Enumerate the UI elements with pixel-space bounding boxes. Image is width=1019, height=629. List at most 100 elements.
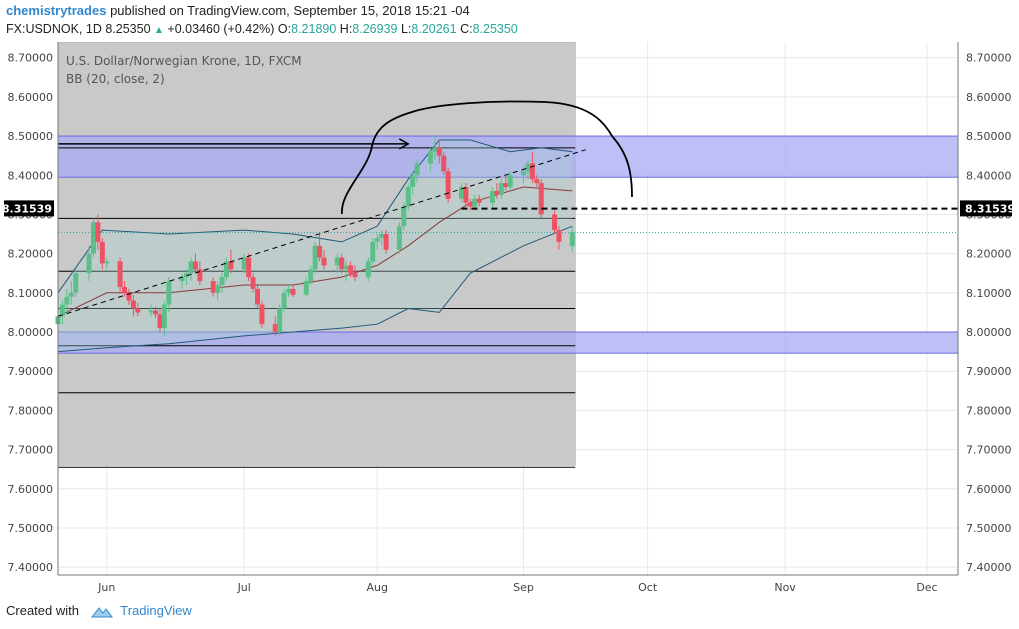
candle-body [246, 257, 252, 278]
candle-body [321, 257, 327, 266]
y-tick-label-left: 7.90000 [8, 365, 54, 378]
candle-body [192, 261, 198, 270]
candle-body [219, 277, 225, 285]
y-tick-label-right: 8.20000 [966, 248, 1012, 261]
candle-body [161, 304, 167, 329]
candle-body [312, 245, 318, 270]
last-price: 8.25350 [105, 22, 151, 36]
candle-body [467, 202, 473, 207]
candle-body [130, 300, 136, 309]
trend-line [57, 149, 586, 317]
up-arrow-icon: ▲ [154, 25, 164, 36]
candle-body [556, 230, 562, 242]
candle-body [441, 155, 447, 172]
arrow-head [398, 138, 410, 150]
symbol-label: FX:USDNOK, 1D [6, 22, 102, 36]
y-tick-label-right: 7.90000 [966, 365, 1012, 378]
y-tick-label-right: 7.50000 [966, 522, 1012, 535]
candle-body [241, 257, 247, 270]
price-change: +0.03460 (+0.42%) [167, 22, 275, 36]
candle-body [472, 198, 478, 207]
candle-body [405, 187, 411, 207]
candle-body [521, 171, 527, 176]
candle-body [179, 277, 185, 282]
candle-body [95, 222, 101, 242]
open-label: O: [277, 22, 292, 36]
candle-body [410, 175, 416, 188]
y-tick-label-right: 7.70000 [966, 444, 1012, 457]
price-label-left: 8.31539 [2, 202, 52, 215]
freehand-curve [341, 100, 633, 215]
candle-body [529, 163, 535, 180]
x-tick-label: Aug [366, 581, 387, 594]
low-value: 8.20261 [411, 22, 457, 36]
candle-body [458, 187, 464, 199]
candle-body [281, 292, 287, 309]
y-tick-label-right: 7.60000 [966, 483, 1012, 496]
candle-body [135, 308, 141, 313]
candle-body [401, 206, 407, 227]
drawings [57, 100, 958, 317]
candle-body [250, 277, 256, 289]
candle-body [476, 198, 482, 203]
candle-body [414, 163, 420, 176]
axes: 8.70000 8.70000 8.60000 8.60000 8.50000 8.500… [2, 42, 1015, 594]
candle-body [317, 245, 323, 258]
candle-body [210, 281, 216, 293]
candle-body [166, 281, 172, 305]
candle-body [197, 269, 203, 282]
y-tick-label-right: 8.00000 [966, 326, 1012, 339]
y-tick-label-left: 8.00000 [8, 326, 54, 339]
price-label-left-bg [4, 200, 54, 217]
footer: Created with TradingView [6, 603, 192, 619]
low-label: L: [400, 22, 412, 36]
y-tick-label-left: 8.10000 [8, 287, 54, 300]
y-tick-label-left: 8.70000 [8, 52, 54, 65]
supply-demand-zones [57, 135, 959, 354]
candle-body [370, 241, 376, 262]
candle-body [334, 257, 340, 266]
y-tick-label-left: 8.60000 [8, 91, 54, 104]
y-tick-label-left: 7.80000 [8, 404, 54, 417]
candle-body [489, 190, 495, 203]
published-text: published on TradingView.com, September … [110, 3, 470, 18]
y-tick-label-right: 8.40000 [966, 169, 1012, 182]
x-tick-label: Dec [916, 581, 937, 594]
candle-body [223, 261, 229, 278]
candle-body [228, 261, 234, 270]
candle-body [184, 273, 190, 278]
x-tick-label: Oct [638, 581, 658, 594]
y-tick-label-right: 7.80000 [966, 404, 1012, 417]
y-tick-label-right: 7.40000 [966, 561, 1012, 574]
candle-body [255, 288, 261, 305]
y-tick-label-left: 8.50000 [8, 130, 54, 143]
legend-indicator: BB (20, close, 2) [66, 72, 165, 86]
y-tick-label-left: 7.60000 [8, 483, 54, 496]
candle-body [525, 163, 531, 172]
candle-body [494, 190, 500, 195]
author-link[interactable]: chemistrytrades [6, 3, 107, 18]
candle-body [503, 183, 509, 188]
price-chart[interactable]: 8.70000 8.70000 8.60000 8.60000 8.50000 8.500… [0, 41, 1019, 597]
bb-upper-line [57, 139, 573, 294]
open-value: 8.21890 [291, 22, 337, 36]
candle-body [148, 310, 154, 313]
candle-body [507, 175, 513, 188]
y-tick-label-left: 7.70000 [8, 444, 54, 457]
candle-body [86, 253, 92, 274]
x-tick-label: Nov [774, 581, 796, 594]
candle-body [104, 261, 110, 264]
x-tick-label: Jun [97, 581, 115, 594]
chart-area[interactable]: 8.70000 8.70000 8.60000 8.60000 8.50000 8.500… [0, 41, 1019, 597]
x-tick-label: Jul [237, 581, 251, 594]
candle-body [73, 273, 79, 293]
candle-body [303, 281, 309, 295]
bb-lower-line [57, 225, 573, 353]
tradingview-link[interactable]: TradingView [120, 603, 192, 618]
candle-body [64, 296, 70, 305]
candle-body [379, 234, 385, 238]
y-tick-label-left: 7.50000 [8, 522, 54, 535]
candle-body [427, 151, 433, 164]
candle-body [365, 261, 371, 278]
candle-body [374, 237, 380, 242]
